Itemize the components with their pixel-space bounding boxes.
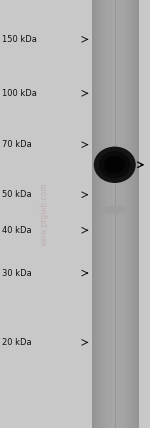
Text: 40 kDa: 40 kDa — [2, 226, 31, 235]
Bar — [123, 0, 125, 428]
Bar — [92, 0, 94, 428]
Bar — [103, 0, 105, 428]
Bar — [122, 0, 123, 428]
Bar — [117, 0, 119, 428]
Text: 150 kDa: 150 kDa — [2, 35, 36, 44]
Ellipse shape — [101, 206, 128, 214]
Bar — [134, 0, 136, 428]
Bar — [119, 0, 120, 428]
Bar — [95, 0, 97, 428]
Bar — [98, 0, 100, 428]
Bar — [106, 0, 108, 428]
Bar — [105, 0, 106, 428]
Bar — [112, 0, 114, 428]
Ellipse shape — [94, 147, 136, 183]
Text: 100 kDa: 100 kDa — [2, 89, 36, 98]
Bar — [128, 0, 129, 428]
Bar — [116, 0, 117, 428]
Bar — [133, 0, 134, 428]
Bar — [114, 0, 116, 428]
Text: 30 kDa: 30 kDa — [2, 268, 31, 278]
Text: www.ptglab.com: www.ptglab.com — [40, 182, 49, 246]
Ellipse shape — [104, 156, 125, 174]
Text: 50 kDa: 50 kDa — [2, 190, 31, 199]
Bar — [109, 0, 111, 428]
Bar — [126, 0, 128, 428]
Bar — [92, 0, 137, 428]
Bar — [120, 0, 122, 428]
Text: 70 kDa: 70 kDa — [2, 140, 31, 149]
Bar — [129, 0, 131, 428]
Bar — [97, 0, 98, 428]
Bar — [131, 0, 133, 428]
Bar — [94, 0, 95, 428]
Ellipse shape — [99, 151, 130, 178]
Bar — [136, 0, 137, 428]
Text: 20 kDa: 20 kDa — [2, 338, 31, 347]
Bar — [108, 0, 109, 428]
Bar — [137, 0, 139, 428]
Bar — [100, 0, 102, 428]
Bar — [125, 0, 126, 428]
Bar — [102, 0, 103, 428]
Bar — [111, 0, 112, 428]
